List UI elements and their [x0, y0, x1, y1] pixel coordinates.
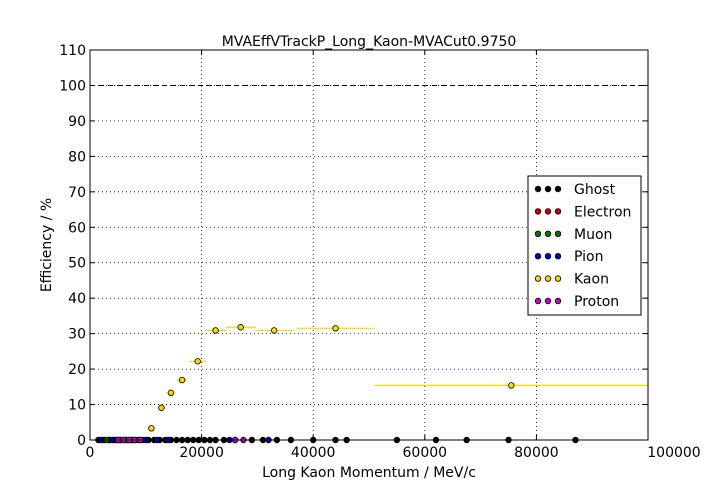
- data-point: [332, 325, 339, 332]
- legend-marker: [554, 208, 562, 215]
- legend-label: Pion: [574, 249, 603, 265]
- legend-item-muon: Muon: [534, 227, 612, 243]
- y-tick-label: 90: [68, 114, 86, 130]
- data-point: [148, 425, 155, 432]
- legend-marker: [554, 230, 562, 237]
- axes: 0 10 20 30 40 50 60 70 80 90 100 110 0 20000 40000 6000…: [59, 43, 700, 461]
- data-point: [237, 324, 244, 331]
- legend-label: Proton: [574, 294, 619, 310]
- legend-box: [527, 175, 642, 316]
- legend-marker: [544, 185, 552, 193]
- legend-marker: [534, 253, 542, 260]
- y-tick-label: 40: [68, 291, 86, 307]
- legend-marker: [544, 230, 552, 237]
- y-tick-label: 70: [68, 185, 86, 201]
- chart-title: MVAEffVTrackP_Long_Kaon-MVACut0.9750: [222, 34, 517, 50]
- legend-marker: [554, 275, 562, 282]
- x-tick-label: 100000: [647, 445, 700, 461]
- y-tick-label: 10: [68, 398, 86, 414]
- y-tick-label: 60: [68, 220, 86, 236]
- legend-marker: [544, 297, 552, 305]
- legend-label: Electron: [574, 204, 631, 220]
- x-tick-label: 60000: [403, 445, 448, 461]
- data-point: [167, 389, 175, 397]
- legend-marker: [534, 208, 542, 215]
- series-kaon: [148, 324, 648, 432]
- legend-marker: [554, 185, 562, 193]
- legend-marker: [554, 253, 562, 260]
- legend-marker: [554, 297, 562, 305]
- y-tick-label: 110: [59, 43, 86, 59]
- x-axis-label: Long Kaon Momentum / MeV/c: [262, 465, 476, 481]
- legend-label: Kaon: [574, 272, 609, 288]
- legend-item-proton: Proton: [534, 294, 619, 310]
- legend-marker: [544, 275, 552, 282]
- y-tick-label: 20: [68, 362, 86, 378]
- legend-item-kaon: Kaon: [534, 272, 609, 288]
- data-point: [158, 404, 165, 411]
- x-tick-label: 20000: [179, 445, 224, 461]
- y-tick-label: 100: [59, 78, 86, 94]
- y-tick-label: 80: [68, 149, 86, 165]
- data-point: [194, 358, 201, 365]
- x-tick-label: 0: [86, 445, 95, 461]
- y-axis-label: Efficiency / %: [39, 198, 55, 292]
- legend-marker: [534, 297, 542, 305]
- legend-marker: [534, 230, 542, 237]
- data-point: [212, 327, 219, 334]
- y-tick-label: 50: [68, 256, 86, 272]
- legend-marker: [544, 253, 552, 260]
- legend-marker: [534, 185, 542, 193]
- legend-label: Ghost: [574, 182, 616, 198]
- plot-area: [89, 49, 649, 441]
- legend-label: Muon: [574, 227, 612, 243]
- legend: Ghost Electron Muon Pion Kaon Proton: [527, 175, 642, 316]
- data-point: [178, 376, 186, 384]
- legend-item-electron: Electron: [534, 204, 631, 220]
- legend-item-ghost: Ghost: [534, 182, 616, 198]
- legend-marker: [544, 208, 552, 215]
- legend-item-pion: Pion: [534, 249, 603, 265]
- x-tick-label: 80000: [514, 445, 559, 461]
- y-tick-label: 30: [68, 327, 86, 343]
- x-tick-label: 40000: [291, 445, 336, 461]
- data-point: [508, 382, 515, 389]
- legend-marker: [534, 275, 542, 282]
- data-point: [270, 327, 278, 334]
- y-tick-label: 0: [77, 433, 86, 449]
